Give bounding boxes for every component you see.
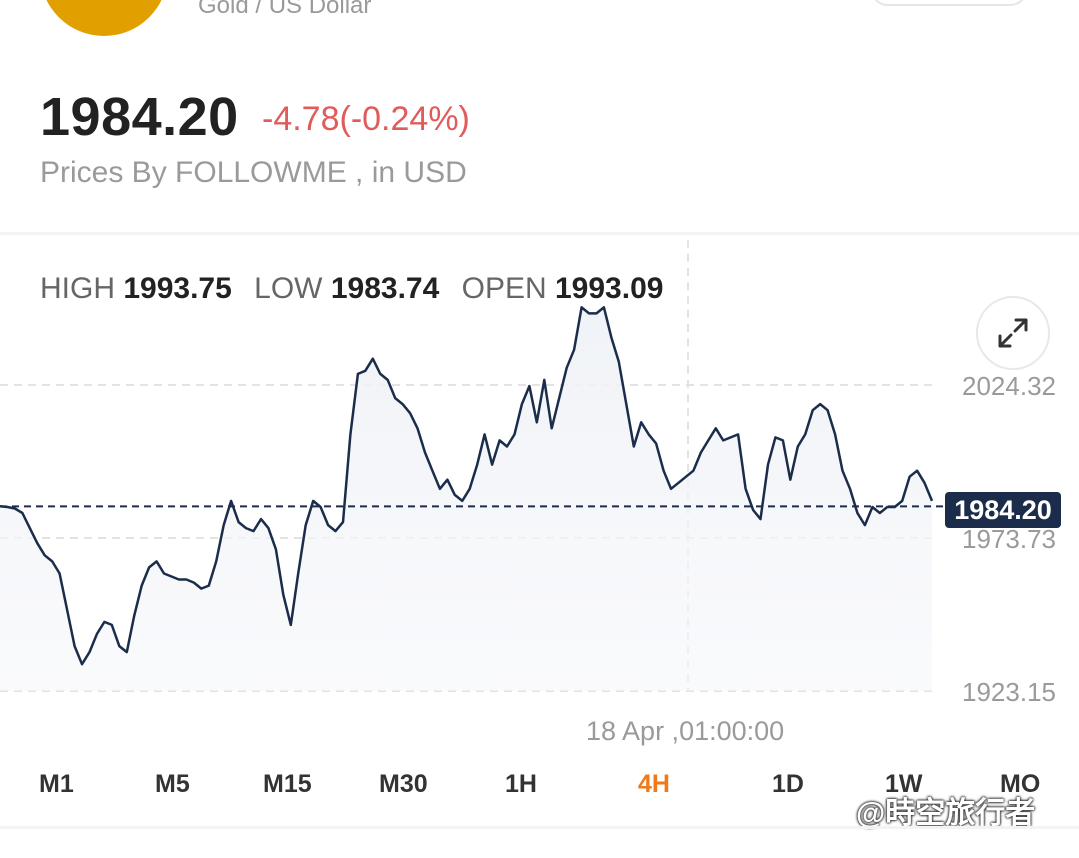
open-value: 1993.09 <box>555 272 664 305</box>
price-source: Prices By FOLLOWME , in USD <box>40 156 467 189</box>
tab-m1[interactable]: M1 <box>39 770 74 798</box>
price-chart[interactable] <box>0 235 1079 755</box>
current-price-tag: 1984.20 <box>945 492 1061 528</box>
expand-chart-button[interactable] <box>976 296 1050 370</box>
instrument-subtitle: Gold / US Dollar <box>198 0 372 19</box>
price-area <box>0 307 932 691</box>
bottom-divider <box>0 826 1079 829</box>
timeframe-tabs: M1 M5 M15 M30 1H 4H 1D 1W MO <box>0 770 1079 812</box>
y-tick-label: 1973.73 <box>962 524 1056 554</box>
open-label: OPEN <box>461 272 547 305</box>
price-line <box>0 306 934 666</box>
crosshair-time-label: 18 Apr ,01:00:00 <box>586 716 785 746</box>
high-label: HIGH <box>40 272 115 305</box>
tab-4h[interactable]: 4H <box>638 770 670 798</box>
current-price: 1984.20 <box>40 87 239 147</box>
tab-m30[interactable]: M30 <box>379 770 428 798</box>
tab-m5[interactable]: M5 <box>155 770 190 798</box>
section-divider <box>0 232 1079 235</box>
y-tick-label: 1923.15 <box>962 677 1056 707</box>
tab-1d[interactable]: 1D <box>772 770 804 798</box>
high-value: 1993.75 <box>123 272 232 305</box>
tab-1w[interactable]: 1W <box>885 770 923 798</box>
ohlc-summary: HIGH 1993.75 LOW 1983.74 OPEN 1993.09 <box>40 272 677 306</box>
tab-1h[interactable]: 1H <box>505 770 537 798</box>
expand-icon <box>998 318 1028 348</box>
gold-logo <box>40 0 168 36</box>
y-tick-label: 2024.32 <box>962 371 1056 401</box>
low-label: LOW <box>254 272 323 305</box>
tab-m15[interactable]: M15 <box>263 770 312 798</box>
header-action-button[interactable] <box>870 0 1028 6</box>
price-change: -4.78(-0.24%) <box>262 100 470 138</box>
low-value: 1983.74 <box>330 272 440 305</box>
tab-mo[interactable]: MO <box>1000 770 1041 798</box>
watermark: @時空旅行者 <box>856 797 1036 830</box>
